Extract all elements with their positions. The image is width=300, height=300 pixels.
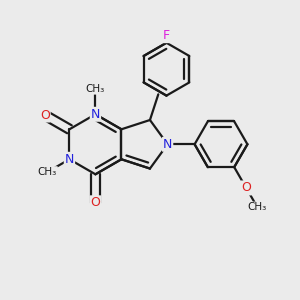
Text: CH₃: CH₃: [38, 167, 57, 177]
Text: O: O: [241, 182, 251, 194]
Text: N: N: [91, 108, 100, 121]
Text: O: O: [40, 109, 50, 122]
Text: F: F: [163, 29, 170, 42]
Text: N: N: [65, 153, 74, 166]
Text: N: N: [163, 138, 172, 151]
Text: CH₃: CH₃: [248, 202, 267, 212]
Text: CH₃: CH₃: [86, 84, 105, 94]
Text: O: O: [91, 196, 100, 209]
